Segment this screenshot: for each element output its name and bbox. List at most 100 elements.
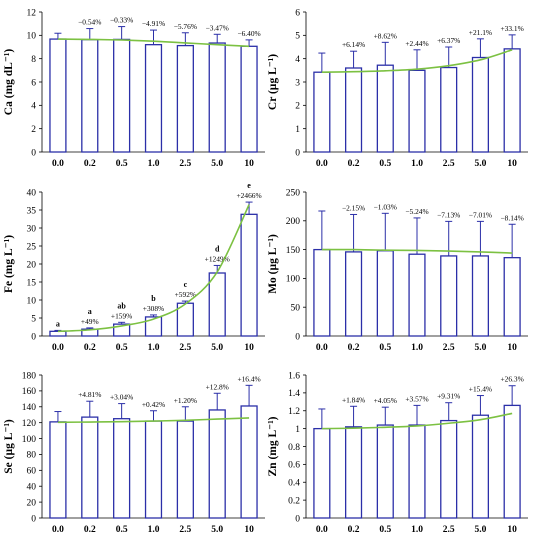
y-tick-label: 1 [295,425,300,435]
x-tick-label: 0.5 [116,343,128,353]
y-tick-label: 50 [291,304,301,314]
percent-label: +15.4% [469,385,492,394]
trend-line [321,412,513,430]
bar [471,414,490,519]
y-tick-label: 10 [27,32,37,42]
bar [503,48,521,153]
y-tick-label: 120 [22,419,37,429]
x-tick-label: 2.5 [443,159,455,169]
significance-letter: b [151,294,156,303]
percent-label: −5.76% [174,22,197,31]
y-tick-label: 10 [27,296,37,306]
y-tick-label: 0 [295,514,300,524]
bar [144,44,163,153]
y-tick-label: 150 [286,246,301,256]
percent-label: +8.62% [374,31,397,40]
significance-letter: d [215,244,220,253]
percent-label: −5.24% [405,207,428,216]
bar [440,255,458,337]
x-tick-label: 2.5 [179,159,191,169]
x-tick-label: 1.0 [411,159,423,169]
bar [313,248,331,337]
bar [49,38,67,153]
bar [176,44,194,153]
y-tick-label: 20 [27,498,37,508]
percent-label: +4.81% [78,390,101,399]
bar [376,250,394,337]
percent-label: −6.40% [237,29,260,38]
panel-cr: 0 1 2 3 4 5 6 Cr (µg L⁻¹) 0.0 0.2 +6.14% 0.5 +8.62% 1… [267,8,528,169]
x-tick-label: 0.0 [316,343,328,353]
x-tick-label: 5.0 [474,343,486,353]
percent-label: −3.47% [206,23,229,32]
percent-label: −0.33% [110,16,133,25]
percent-label: +16.4% [237,374,260,383]
y-tick-label: 15 [27,278,37,288]
bar [176,420,194,519]
x-tick-label: 5.0 [211,343,223,353]
x-tick-label: 2.5 [179,343,191,353]
percent-label: +592% [175,290,196,299]
x-tick-label: 2.5 [179,525,191,535]
y-tick-label: 80 [27,451,37,461]
significance-letter: a [88,307,92,316]
y-tick-label: 1.4 [288,389,300,399]
percent-label: −0.54% [78,18,101,27]
x-tick-label: 0.0 [52,343,64,353]
x-tick-label: 0.0 [52,159,64,169]
x-tick-label: 0.2 [348,525,360,535]
y-tick-label: 40 [27,483,37,493]
bar [49,330,67,337]
percent-label: +12.8% [206,382,229,391]
percent-label: +1249% [205,254,230,263]
y-axis-title: Mo (µg L⁻¹) [267,234,279,294]
x-tick-label: 0.5 [116,159,128,169]
y-tick-label: 35 [27,206,37,216]
percent-label: −8.14% [501,213,524,222]
percent-label: +2466% [237,191,262,200]
percent-label: +26.3% [501,375,524,384]
y-tick-label: 30 [27,224,37,234]
y-tick-label: 5 [295,32,300,42]
bar [440,419,458,519]
y-tick-label: 20 [27,260,37,270]
bar [240,405,258,519]
trend-line [57,38,250,48]
panel-se: 0 20 40 60 80 100 120 140 160 180 Se (µg L⁻¹) 0.0 0.… [3,371,265,535]
bar [440,66,458,153]
y-tick-label: 60 [27,467,37,477]
bar [113,418,131,519]
percent-label: +308% [143,304,164,313]
x-tick-label: 0.2 [84,159,96,169]
y-axis-title: Zn (mg L⁻¹) [267,416,279,476]
bar [471,255,490,337]
x-tick-label: 5.0 [211,525,223,535]
y-tick-label: 160 [22,387,37,397]
x-tick-label: 10 [244,343,254,353]
percent-label: −1.03% [374,202,397,211]
percent-label: +33.1% [501,24,524,33]
x-tick-label: 1.0 [411,343,423,353]
x-tick-label: 0.2 [348,343,360,353]
x-tick-label: 1.0 [148,525,160,535]
percent-label: +6.14% [342,40,365,49]
percent-label: +3.04% [110,393,133,402]
percent-label: −2.15% [342,203,365,212]
trend-line [321,248,513,254]
y-axis-title: Se (µg L⁻¹) [3,419,15,474]
x-tick-label: 0.0 [316,525,328,535]
x-tick-label: 2.5 [443,343,455,353]
x-tick-label: 0.2 [84,525,96,535]
percent-label: +4.05% [374,396,397,405]
percent-label: +49% [81,317,99,326]
x-tick-label: 10 [507,525,517,535]
x-tick-label: 10 [507,159,517,169]
x-tick-label: 1.0 [148,343,160,353]
y-tick-label: 8 [31,55,36,65]
percent-label: +1.84% [342,395,365,404]
bar [81,416,99,519]
bar [344,251,363,337]
bar [313,427,331,519]
